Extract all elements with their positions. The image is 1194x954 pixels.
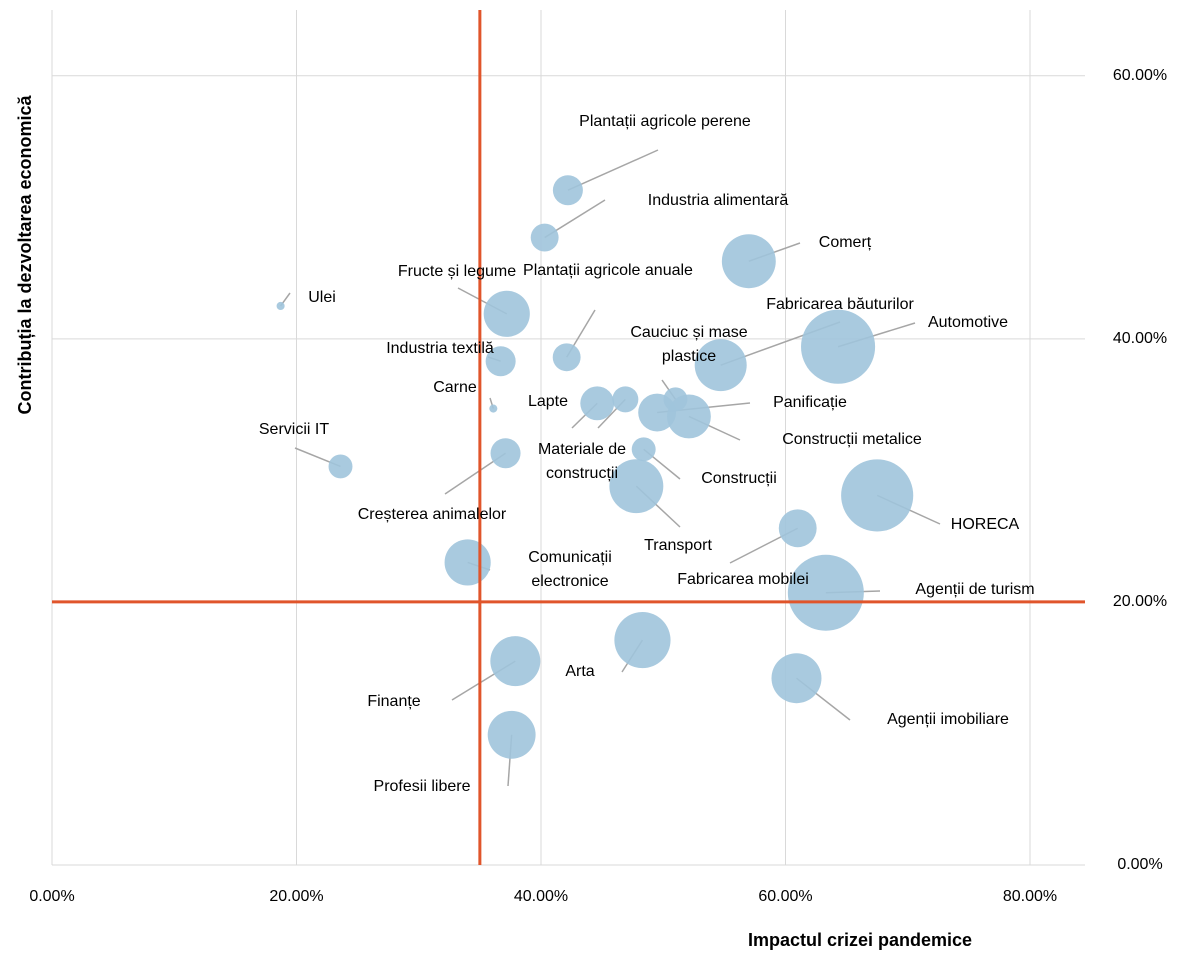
bubble xyxy=(609,459,664,514)
bubble-label: Fructe și legume xyxy=(397,263,517,280)
bubble xyxy=(487,710,536,759)
bubble-label: Ulei xyxy=(308,289,336,306)
bubble xyxy=(666,394,711,439)
bubble-label: Industria textilă xyxy=(386,340,494,357)
bubble-label: Fabricarea băuturilor xyxy=(766,296,914,313)
bubble xyxy=(552,175,583,206)
bubble-label: Construcții metalice xyxy=(782,431,922,448)
bubble xyxy=(490,636,541,687)
bubble-label: Comerț xyxy=(818,234,872,251)
bubble-label: Agenții de turism xyxy=(915,581,1035,598)
bubble xyxy=(694,339,747,392)
bubble-label: Finanțe xyxy=(367,693,421,710)
bubble xyxy=(778,509,817,548)
y-axis-title: Contribuția la dezvoltarea economică xyxy=(15,94,35,414)
bubble-label: Comunicații electronice xyxy=(528,549,612,590)
bubble xyxy=(530,223,559,252)
bubble xyxy=(483,290,530,337)
x-tick-label: 40.00% xyxy=(514,888,568,905)
bubble-label: Cauciuc și mase plastice xyxy=(630,324,748,365)
bubble xyxy=(614,611,671,669)
bubble xyxy=(612,386,639,413)
x-tick-label: 80.00% xyxy=(1003,888,1057,905)
bubble xyxy=(580,386,615,421)
bubble xyxy=(841,459,914,532)
bubble-label: Industria alimentară xyxy=(647,192,789,209)
x-tick-label: 60.00% xyxy=(758,888,812,905)
bubble-label: Materiale de construcții xyxy=(537,441,627,482)
bubble xyxy=(721,234,776,289)
bubble xyxy=(801,309,876,384)
y-tick-label: 60.00% xyxy=(1113,67,1167,84)
x-tick-label: 20.00% xyxy=(269,888,323,905)
bubble-label: Agenții imobiliare xyxy=(887,711,1009,728)
bubble-label: Transport xyxy=(644,537,712,554)
bubble-label: Plantații agricole anuale xyxy=(523,262,693,279)
bubble-label: HORECA xyxy=(950,516,1020,533)
bubble-label: Carne xyxy=(433,379,477,396)
bubble-label: Servicii IT xyxy=(258,421,330,438)
bubble xyxy=(489,404,498,413)
y-tick-label: 20.00% xyxy=(1113,593,1167,610)
y-tick-label: 0.00% xyxy=(1117,856,1162,873)
bubble xyxy=(276,301,285,311)
bubble-label: Automotive xyxy=(927,314,1009,331)
bubble xyxy=(328,454,353,479)
y-tick-label: 40.00% xyxy=(1113,330,1167,347)
bubble xyxy=(485,346,516,377)
bubble-label: Creșterea animalelor xyxy=(357,506,507,523)
bubble xyxy=(552,343,581,372)
bubble-label: Fabricarea mobilei xyxy=(677,571,809,588)
bubble xyxy=(631,437,656,462)
leader-line xyxy=(567,149,659,191)
bubble-label: Profesii libere xyxy=(373,778,471,795)
bubble-label: Construcții xyxy=(701,470,777,487)
bubble xyxy=(490,438,521,469)
bubble-label: Plantații agricole perene xyxy=(579,113,751,130)
bubble xyxy=(787,554,864,631)
bubble xyxy=(771,653,822,704)
bubble-label: Panificație xyxy=(773,394,847,411)
bubble-label: Lapte xyxy=(527,393,569,410)
x-tick-label: 0.00% xyxy=(29,888,74,905)
x-axis-title: Impactul crizei pandemice xyxy=(748,930,972,950)
bubble-label: Arta xyxy=(565,663,595,680)
bubble xyxy=(444,539,491,586)
